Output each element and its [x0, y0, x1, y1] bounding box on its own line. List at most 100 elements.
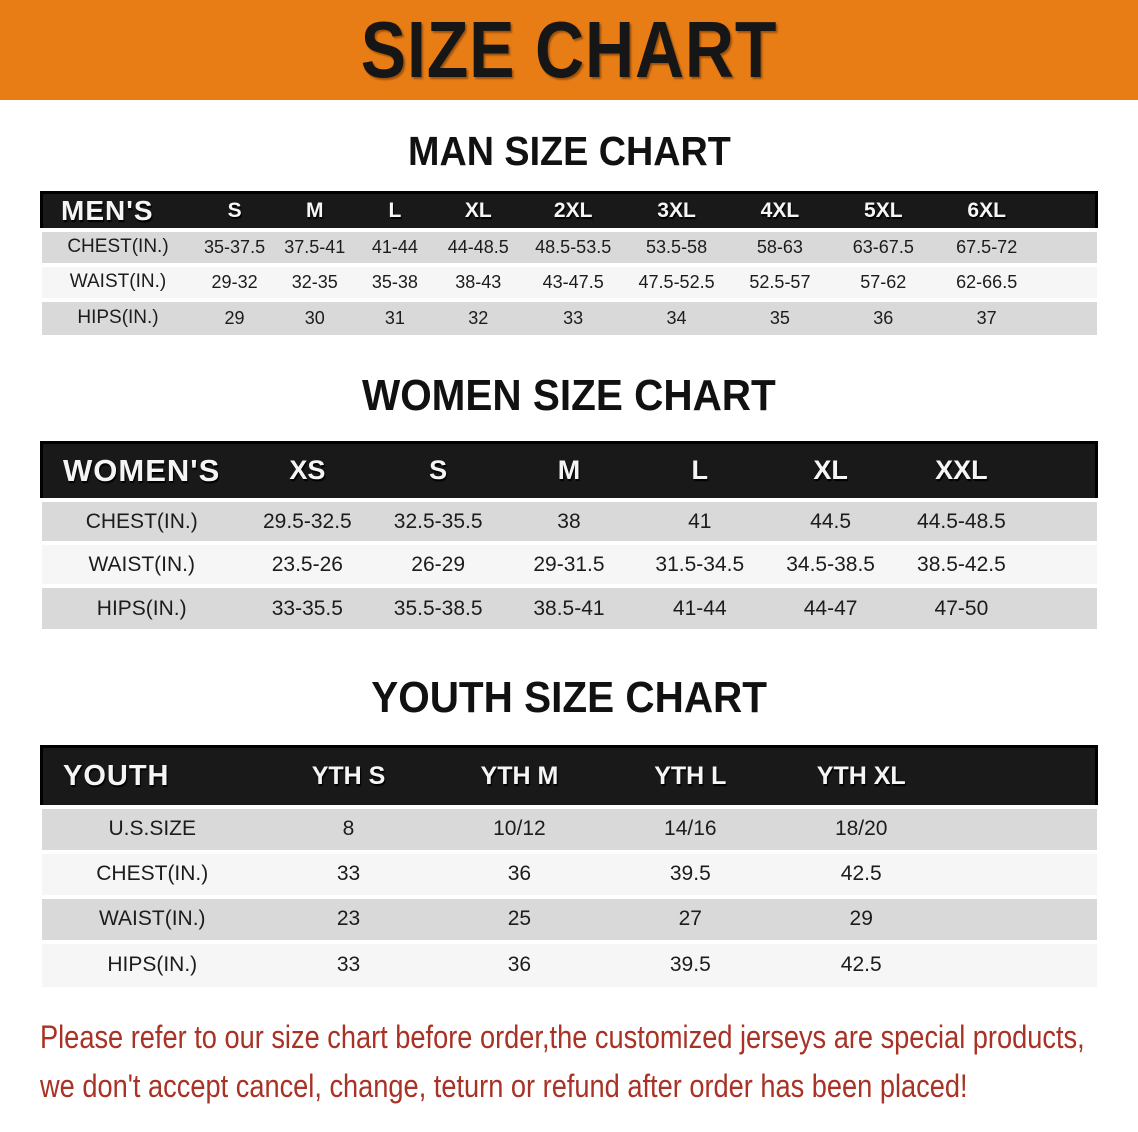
size-value: 38.5-41	[503, 584, 635, 629]
column-header: 2XL	[521, 191, 625, 231]
size-value: 44.5	[765, 498, 896, 543]
size-value: 33-35.5	[241, 584, 373, 629]
size-value: 44.5-48.5	[896, 498, 1027, 543]
spacer-cell	[946, 804, 1097, 852]
row-label: HIPS(IN.)	[41, 297, 195, 335]
spacer-cell	[1026, 584, 1097, 629]
column-header: YTH S	[263, 745, 434, 808]
women-size-table-wrap: WOMEN'S XS S M L XL XXL CHEST(IN.) 29.5-…	[0, 440, 1138, 629]
column-header: S	[372, 440, 504, 502]
size-value: 29.5-32.5	[241, 498, 373, 543]
women-table-label: WOMEN'S	[39, 440, 242, 502]
size-value: 41	[634, 498, 766, 543]
youth-header-row: YOUTH YTH S YTH M YTH L YTH XL	[40, 745, 1098, 808]
size-value: 14/16	[604, 804, 776, 852]
youth-size-table: YOUTH YTH S YTH M YTH L YTH XL U.S.SIZE …	[40, 745, 1098, 987]
size-value: 35-37.5	[194, 227, 275, 265]
size-value: 31	[354, 297, 435, 335]
size-value: 36	[433, 939, 605, 987]
size-value: 33	[521, 297, 625, 335]
size-value: 27	[604, 894, 776, 942]
table-row: WAIST(IN.) 23 25 27 29	[41, 894, 1097, 942]
size-value: 29-31.5	[503, 541, 635, 586]
size-value: 35.5-38.5	[372, 584, 504, 629]
women-heading-text: WOMEN SIZE CHART	[362, 370, 776, 420]
spacer-cell	[1026, 440, 1098, 502]
column-header: L	[634, 440, 766, 502]
spacer-cell	[1026, 498, 1097, 543]
column-header: XS	[241, 440, 373, 502]
size-value: 36	[433, 849, 605, 897]
row-label: U.S.SIZE	[41, 804, 264, 852]
size-value: 25	[433, 894, 605, 942]
spacer-cell	[946, 849, 1097, 897]
size-value: 32.5-35.5	[372, 498, 504, 543]
column-header: 5XL	[831, 191, 935, 231]
column-header: YTH L	[604, 745, 776, 808]
youth-section-heading: YOUTH SIZE CHART	[0, 673, 1138, 723]
size-value: 62-66.5	[935, 262, 1039, 300]
size-value: 37	[935, 297, 1039, 335]
size-value: 33	[263, 849, 434, 897]
size-value: 39.5	[604, 939, 776, 987]
column-header: L	[354, 191, 435, 231]
size-value: 53.5-58	[624, 227, 729, 265]
size-value: 38-43	[435, 262, 522, 300]
size-value: 43-47.5	[521, 262, 625, 300]
spacer-cell	[1026, 541, 1097, 586]
spacer-cell	[1038, 191, 1099, 231]
size-value: 41-44	[354, 227, 435, 265]
size-value: 42.5	[775, 849, 947, 897]
size-value: 36	[831, 297, 935, 335]
size-value: 63-67.5	[831, 227, 935, 265]
size-value: 29	[775, 894, 947, 942]
column-header: S	[194, 191, 275, 231]
size-value: 38.5-42.5	[896, 541, 1027, 586]
column-header: XXL	[896, 440, 1027, 502]
table-row: U.S.SIZE 8 10/12 14/16 18/20	[41, 804, 1097, 852]
women-section-heading: WOMEN SIZE CHART	[0, 371, 1138, 421]
spacer-cell	[946, 745, 1098, 808]
size-value: 42.5	[775, 939, 947, 987]
table-row: HIPS(IN.) 33 36 39.5 42.5	[41, 939, 1097, 987]
size-value: 57-62	[831, 262, 935, 300]
size-value: 35-38	[354, 262, 435, 300]
size-value: 38	[503, 498, 635, 543]
men-table-label: MEN'S	[40, 191, 195, 231]
disclaimer-line-1: Please refer to our size chart before or…	[40, 1018, 1085, 1055]
youth-size-table-wrap: YOUTH YTH S YTH M YTH L YTH XL U.S.SIZE …	[0, 745, 1138, 987]
size-value: 23	[263, 894, 434, 942]
men-size-table: MEN'S S M L XL 2XL 3XL 4XL 5XL 6XL CHEST…	[40, 191, 1099, 335]
size-value: 26-29	[372, 541, 504, 586]
table-row: HIPS(IN.) 29 30 31 32 33 34 35 36 37	[41, 297, 1097, 335]
size-value: 35	[728, 297, 832, 335]
column-header: YTH M	[433, 745, 605, 808]
spacer-cell	[1038, 227, 1097, 265]
size-value: 47-50	[896, 584, 1027, 629]
size-value: 18/20	[775, 804, 947, 852]
row-label: WAIST(IN.)	[41, 894, 264, 942]
size-value: 58-63	[728, 227, 832, 265]
table-row: CHEST(IN.) 35-37.5 37.5-41 41-44 44-48.5…	[41, 227, 1097, 265]
size-value: 34	[624, 297, 729, 335]
size-value: 47.5-52.5	[624, 262, 729, 300]
size-value: 29-32	[194, 262, 275, 300]
disclaimer-line-2: we don't accept cancel, change, teturn o…	[40, 1067, 968, 1104]
size-value: 30	[274, 297, 355, 335]
size-value: 67.5-72	[935, 227, 1039, 265]
column-header: 4XL	[728, 191, 832, 231]
size-value: 37.5-41	[274, 227, 355, 265]
row-label: CHEST(IN.)	[41, 227, 195, 265]
size-value: 44-48.5	[435, 227, 522, 265]
row-label: CHEST(IN.)	[41, 849, 264, 897]
size-value: 10/12	[433, 804, 605, 852]
column-header: XL	[435, 191, 522, 231]
men-size-table-wrap: MEN'S S M L XL 2XL 3XL 4XL 5XL 6XL CHEST…	[0, 191, 1138, 335]
spacer-cell	[1038, 297, 1097, 335]
spacer-cell	[946, 894, 1097, 942]
column-header: XL	[765, 440, 896, 502]
men-header-row: MEN'S S M L XL 2XL 3XL 4XL 5XL 6XL	[40, 191, 1099, 231]
size-value: 34.5-38.5	[765, 541, 896, 586]
spacer-cell	[1038, 262, 1097, 300]
column-header: 3XL	[624, 191, 729, 231]
